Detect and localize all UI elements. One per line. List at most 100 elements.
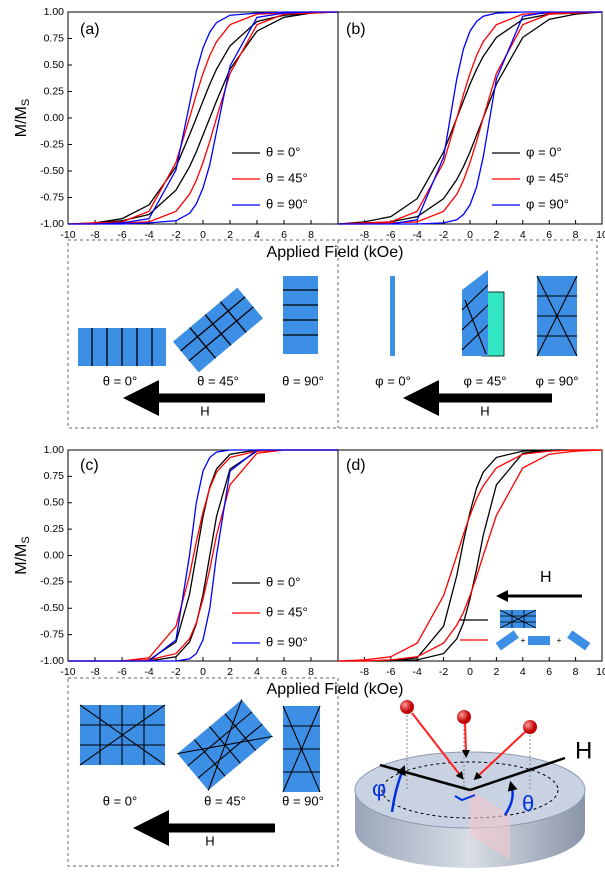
x-tick-label: 8 [573,229,579,241]
schematic-label: θ = 90° [282,373,324,388]
x-tick-label: 2 [227,666,233,678]
x-tick-label: -10 [60,666,75,678]
series-line [337,11,603,225]
series-line [337,449,603,662]
x-tick-label: 0 [467,229,473,241]
x-tick-label: 0 [200,666,206,678]
legend-label: θ = 45° [266,170,308,185]
x-tick-label: 4 [254,229,260,241]
phi-label: φ [372,776,386,801]
y-axis-label-main: M/M [13,544,30,575]
schematic-label: φ = 90° [536,373,579,388]
legend-label: θ = 45° [266,604,308,619]
arrow-label: H [205,833,214,848]
x-tick-label: -8 [90,229,99,241]
y-tick-label: -0.50 [40,602,64,614]
schematic-box [67,239,598,429]
x-tick-label: -2 [439,666,448,678]
legend-label: θ = 0° [266,144,300,159]
arrow-label: H [200,403,209,418]
x-tick-label: -6 [386,229,395,241]
y-tick-label: 1.00 [44,6,65,18]
x-tick-label: -2 [439,229,448,241]
y-tick-label: 0.75 [44,470,65,482]
series-line [68,449,338,662]
series-line [67,11,339,225]
x-tick-label: -6 [117,229,126,241]
panel-label: (b) [346,21,366,38]
y-axis-label: M/MS [13,536,32,574]
y-tick-label: -0.25 [40,138,64,150]
x-tick-label: 4 [520,666,526,678]
series-line [338,11,602,225]
x-tick-label: -6 [117,666,126,678]
y-tick-label: 0.75 [44,32,65,44]
y-tick-label: 0.25 [44,85,65,97]
x-tick-label: 4 [520,229,526,241]
plot-frame [67,449,339,662]
x-tick-label: 2 [227,229,233,241]
y-axis-label-sub: S [20,536,32,543]
y-tick-label: 0.25 [44,523,65,535]
x-tick-label: 8 [308,666,314,678]
x-tick-label: 2 [493,229,499,241]
y-tick-label: -0.75 [40,628,64,640]
legend-label: φ = 45° [526,170,569,185]
series-line [67,11,339,225]
y-tick-label: -1.00 [40,655,64,667]
x-tick-label: 0 [200,229,206,241]
x-tick-label: 8 [573,666,579,678]
schematic-label: θ = 0° [103,373,137,388]
x-tick-label: -4 [144,666,153,678]
theta-label: θ [522,791,534,816]
arrow-label: H [480,403,489,418]
legend-label: φ = 0° [526,144,562,159]
schematic-label: φ = 45° [464,373,507,388]
x-tick-label: -4 [413,229,422,241]
annotation: H [540,569,552,586]
x-tick-label: 10 [596,666,605,678]
schematic-label: θ = 45° [197,373,239,388]
x-axis-label: Applied Field (kOe) [267,244,404,261]
x-tick-label: 10 [596,229,605,241]
x-tick-label: -8 [360,666,369,678]
y-tick-label: 0.00 [44,112,65,124]
y-tick-label: 0.50 [44,497,65,509]
x-tick-label: -8 [360,229,369,241]
schematic-box [67,677,339,867]
x-tick-label: -2 [171,229,180,241]
panel-label: (d) [346,457,366,474]
legend-label: φ = 90° [526,196,569,211]
svg-text:+: + [557,636,562,645]
series-line [337,11,603,225]
schematic-label: θ = 90° [282,793,324,808]
y-tick-label: -0.50 [40,165,64,177]
x-tick-label: 6 [281,666,287,678]
x-tick-label: 6 [546,229,552,241]
legend-label: θ = 90° [266,634,308,649]
x-tick-label: 8 [308,229,314,241]
y-axis-label-main: M/M [13,106,30,137]
plot-frame [67,11,339,225]
legend-label: θ = 0° [266,574,300,589]
series-line [68,449,338,662]
series-line [68,449,338,662]
schematic-a [78,276,318,416]
y-tick-label: 1.00 [44,444,65,456]
y-tick-label: -0.75 [40,191,64,203]
y-tick-label: -0.25 [40,576,64,588]
legend-icons: + + [495,609,591,651]
x-tick-label: 6 [546,666,552,678]
x-tick-label: 4 [254,666,260,678]
x-tick-label: 6 [281,229,287,241]
panel-label: (a) [80,21,100,38]
plot-frame [337,11,603,225]
series-line [338,449,602,662]
x-tick-label: -10 [60,229,75,241]
schematic-label: φ = 0° [375,373,411,388]
plot-frame [337,449,603,662]
y-tick-label: -1.00 [40,218,64,230]
y-tick-label: 0.50 [44,59,65,71]
schematic-label: θ = 0° [103,793,137,808]
